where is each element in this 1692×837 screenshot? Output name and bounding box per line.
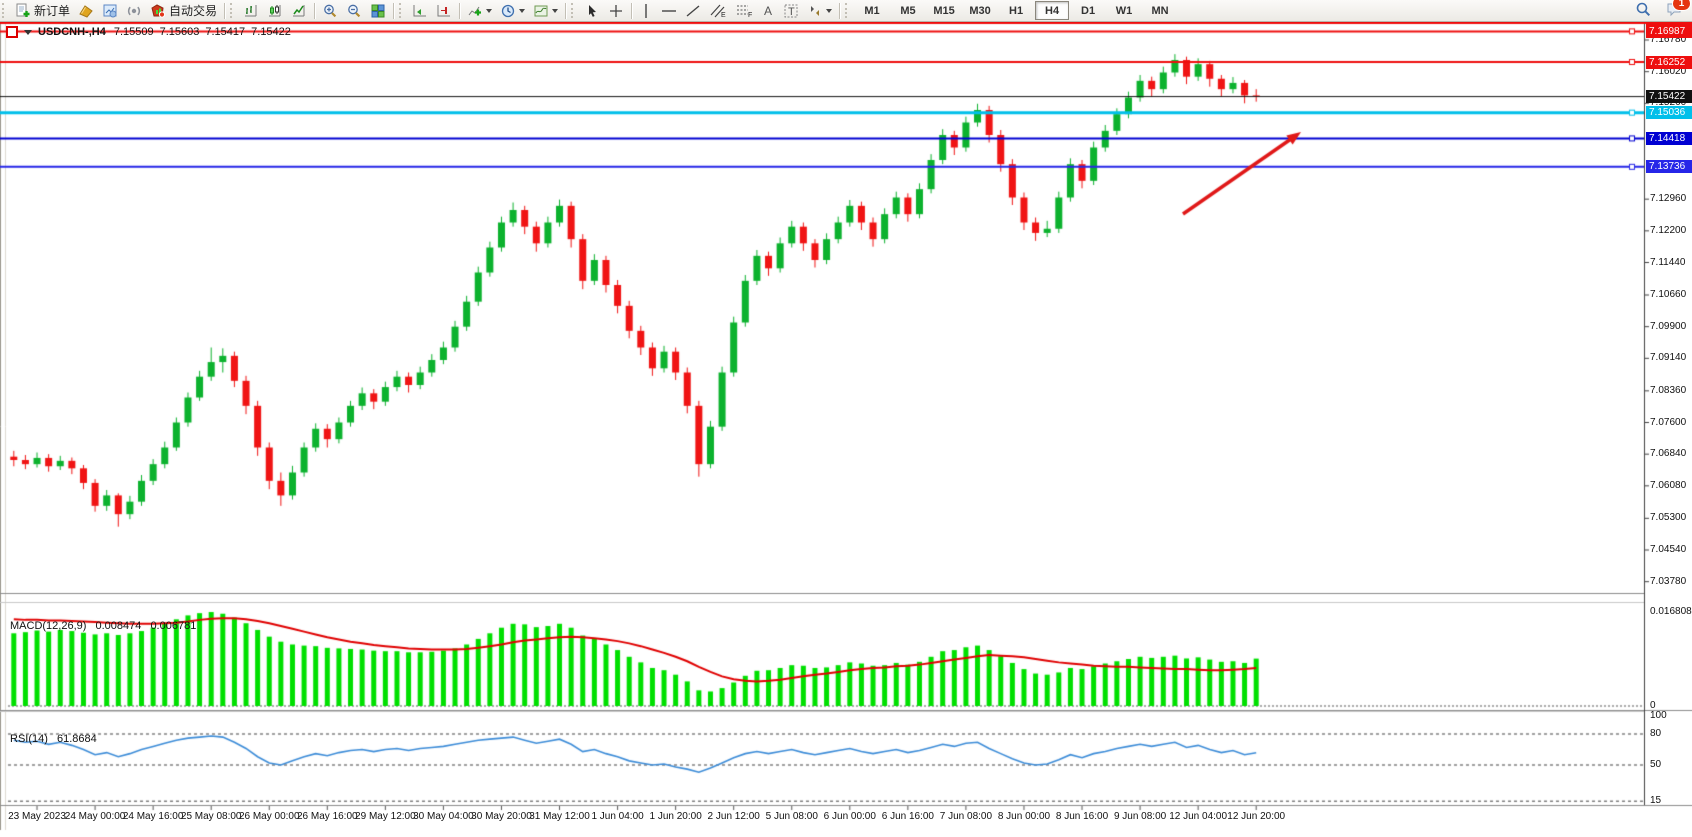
text-tool-button[interactable]: A bbox=[757, 0, 779, 21]
text-label-icon: T bbox=[783, 3, 799, 19]
indicators-button[interactable] bbox=[463, 0, 496, 21]
crosshair-tool-button[interactable] bbox=[604, 0, 628, 21]
toolbar-separator bbox=[631, 2, 633, 19]
tile-windows-button[interactable] bbox=[366, 0, 390, 21]
autotrading-icon bbox=[150, 3, 166, 19]
arrows-tool-button[interactable] bbox=[803, 0, 836, 21]
toolbar-grip[interactable] bbox=[230, 3, 237, 18]
text-label-tool-button[interactable]: T bbox=[779, 0, 803, 21]
toolbar-right: 1 bbox=[1635, 0, 1692, 21]
periods-icon bbox=[500, 3, 516, 19]
line-chart-button[interactable] bbox=[287, 0, 311, 21]
notification-badge: 1 bbox=[1672, 0, 1691, 11]
timeframe-button-m1[interactable]: M1 bbox=[864, 4, 880, 17]
new-order-label: 新订单 bbox=[34, 4, 71, 18]
templates-dropdown-caret bbox=[552, 8, 559, 13]
toolbar-separator bbox=[839, 2, 841, 19]
toolbar-separator bbox=[224, 2, 226, 19]
toolbar-separator bbox=[459, 2, 461, 19]
indicators-icon bbox=[467, 3, 483, 19]
svg-text:T: T bbox=[788, 6, 795, 18]
equidistant-channel-tool-button[interactable]: E bbox=[705, 0, 731, 21]
bar-chart-icon bbox=[243, 3, 259, 19]
arrows-dropdown-caret bbox=[826, 8, 833, 13]
new-order-icon bbox=[15, 3, 31, 19]
svg-text:E: E bbox=[721, 12, 726, 19]
chart-profile-button[interactable] bbox=[74, 0, 98, 21]
zoom-in-icon bbox=[322, 3, 338, 19]
search-icon[interactable] bbox=[1635, 1, 1652, 21]
candlestick-chart-button[interactable] bbox=[263, 0, 287, 21]
toolbar-separator bbox=[565, 2, 567, 19]
text-tool-icon: A bbox=[761, 3, 775, 19]
equidistant-channel-icon: E bbox=[709, 3, 727, 19]
signals-button[interactable] bbox=[122, 0, 146, 21]
signals-icon bbox=[126, 3, 142, 19]
indicators-dropdown-caret bbox=[486, 8, 493, 13]
toolbar-grip[interactable] bbox=[571, 3, 578, 18]
toolbar-grip[interactable] bbox=[2, 3, 9, 18]
cursor-tool-button[interactable] bbox=[580, 0, 604, 21]
svg-text:F: F bbox=[748, 12, 752, 19]
zoom-out-button[interactable] bbox=[342, 0, 366, 21]
chart-window bbox=[0, 22, 1692, 837]
chart-shift-button[interactable] bbox=[432, 0, 456, 21]
horizontal-line-icon bbox=[661, 3, 677, 19]
autotrading-label: 自动交易 bbox=[169, 4, 218, 18]
market-watch-button[interactable] bbox=[98, 0, 122, 21]
horizontal-line-tool-button[interactable] bbox=[657, 0, 681, 21]
toolbar-separator bbox=[393, 2, 395, 19]
templates-icon bbox=[533, 3, 549, 19]
auto-scroll-button[interactable] bbox=[408, 0, 432, 21]
chart-canvas[interactable] bbox=[0, 22, 1692, 837]
cursor-icon bbox=[584, 3, 600, 19]
market-watch-icon bbox=[102, 3, 118, 19]
chat-button[interactable]: 1 bbox=[1666, 0, 1691, 20]
bar-chart-button[interactable] bbox=[239, 0, 263, 21]
arrows-icon bbox=[807, 3, 823, 19]
periods-button[interactable] bbox=[496, 0, 529, 21]
toolbar: 新订单 自动交易 bbox=[0, 0, 1692, 22]
timeframe-bar: M1 M5 M15 M30 H1 H4 D1 W1 MN bbox=[854, 1, 1178, 20]
chart-shift-icon bbox=[436, 3, 452, 19]
toolbar-separator bbox=[314, 2, 316, 19]
toolbar-grip[interactable] bbox=[399, 3, 406, 18]
svg-text:A: A bbox=[764, 4, 772, 18]
timeframe-button-mn[interactable]: MN bbox=[1151, 4, 1169, 17]
timeframe-button-m30[interactable]: M30 bbox=[969, 4, 991, 17]
vertical-line-icon bbox=[639, 3, 653, 19]
trendline-tool-button[interactable] bbox=[681, 0, 705, 21]
timeframe-button-h4[interactable]: H4 bbox=[1035, 1, 1070, 20]
timeframe-button-h1[interactable]: H1 bbox=[1009, 4, 1024, 17]
auto-scroll-icon bbox=[412, 3, 428, 19]
zoom-in-button[interactable] bbox=[318, 0, 342, 21]
timeframe-button-w1[interactable]: W1 bbox=[1115, 4, 1133, 17]
candlestick-chart-icon bbox=[267, 3, 283, 19]
fibonacci-tool-button[interactable]: F bbox=[731, 0, 757, 21]
new-order-button[interactable]: 新订单 bbox=[11, 0, 74, 21]
autotrading-button[interactable]: 自动交易 bbox=[146, 0, 221, 21]
timeframe-button-m5[interactable]: M5 bbox=[900, 4, 916, 17]
templates-button[interactable] bbox=[529, 0, 562, 21]
timeframe-button-d1[interactable]: D1 bbox=[1081, 4, 1096, 17]
vertical-line-tool-button[interactable] bbox=[635, 0, 657, 21]
periods-dropdown-caret bbox=[519, 8, 526, 13]
toolbar-grip[interactable] bbox=[845, 3, 852, 18]
fibonacci-icon: F bbox=[735, 3, 753, 19]
tile-windows-icon bbox=[370, 3, 386, 19]
timeframe-button-m15[interactable]: M15 bbox=[933, 4, 955, 17]
line-chart-icon bbox=[291, 3, 307, 19]
zoom-out-icon bbox=[346, 3, 362, 19]
chart-profile-icon bbox=[78, 3, 94, 19]
crosshair-icon bbox=[608, 3, 624, 19]
trendline-icon bbox=[685, 3, 701, 19]
